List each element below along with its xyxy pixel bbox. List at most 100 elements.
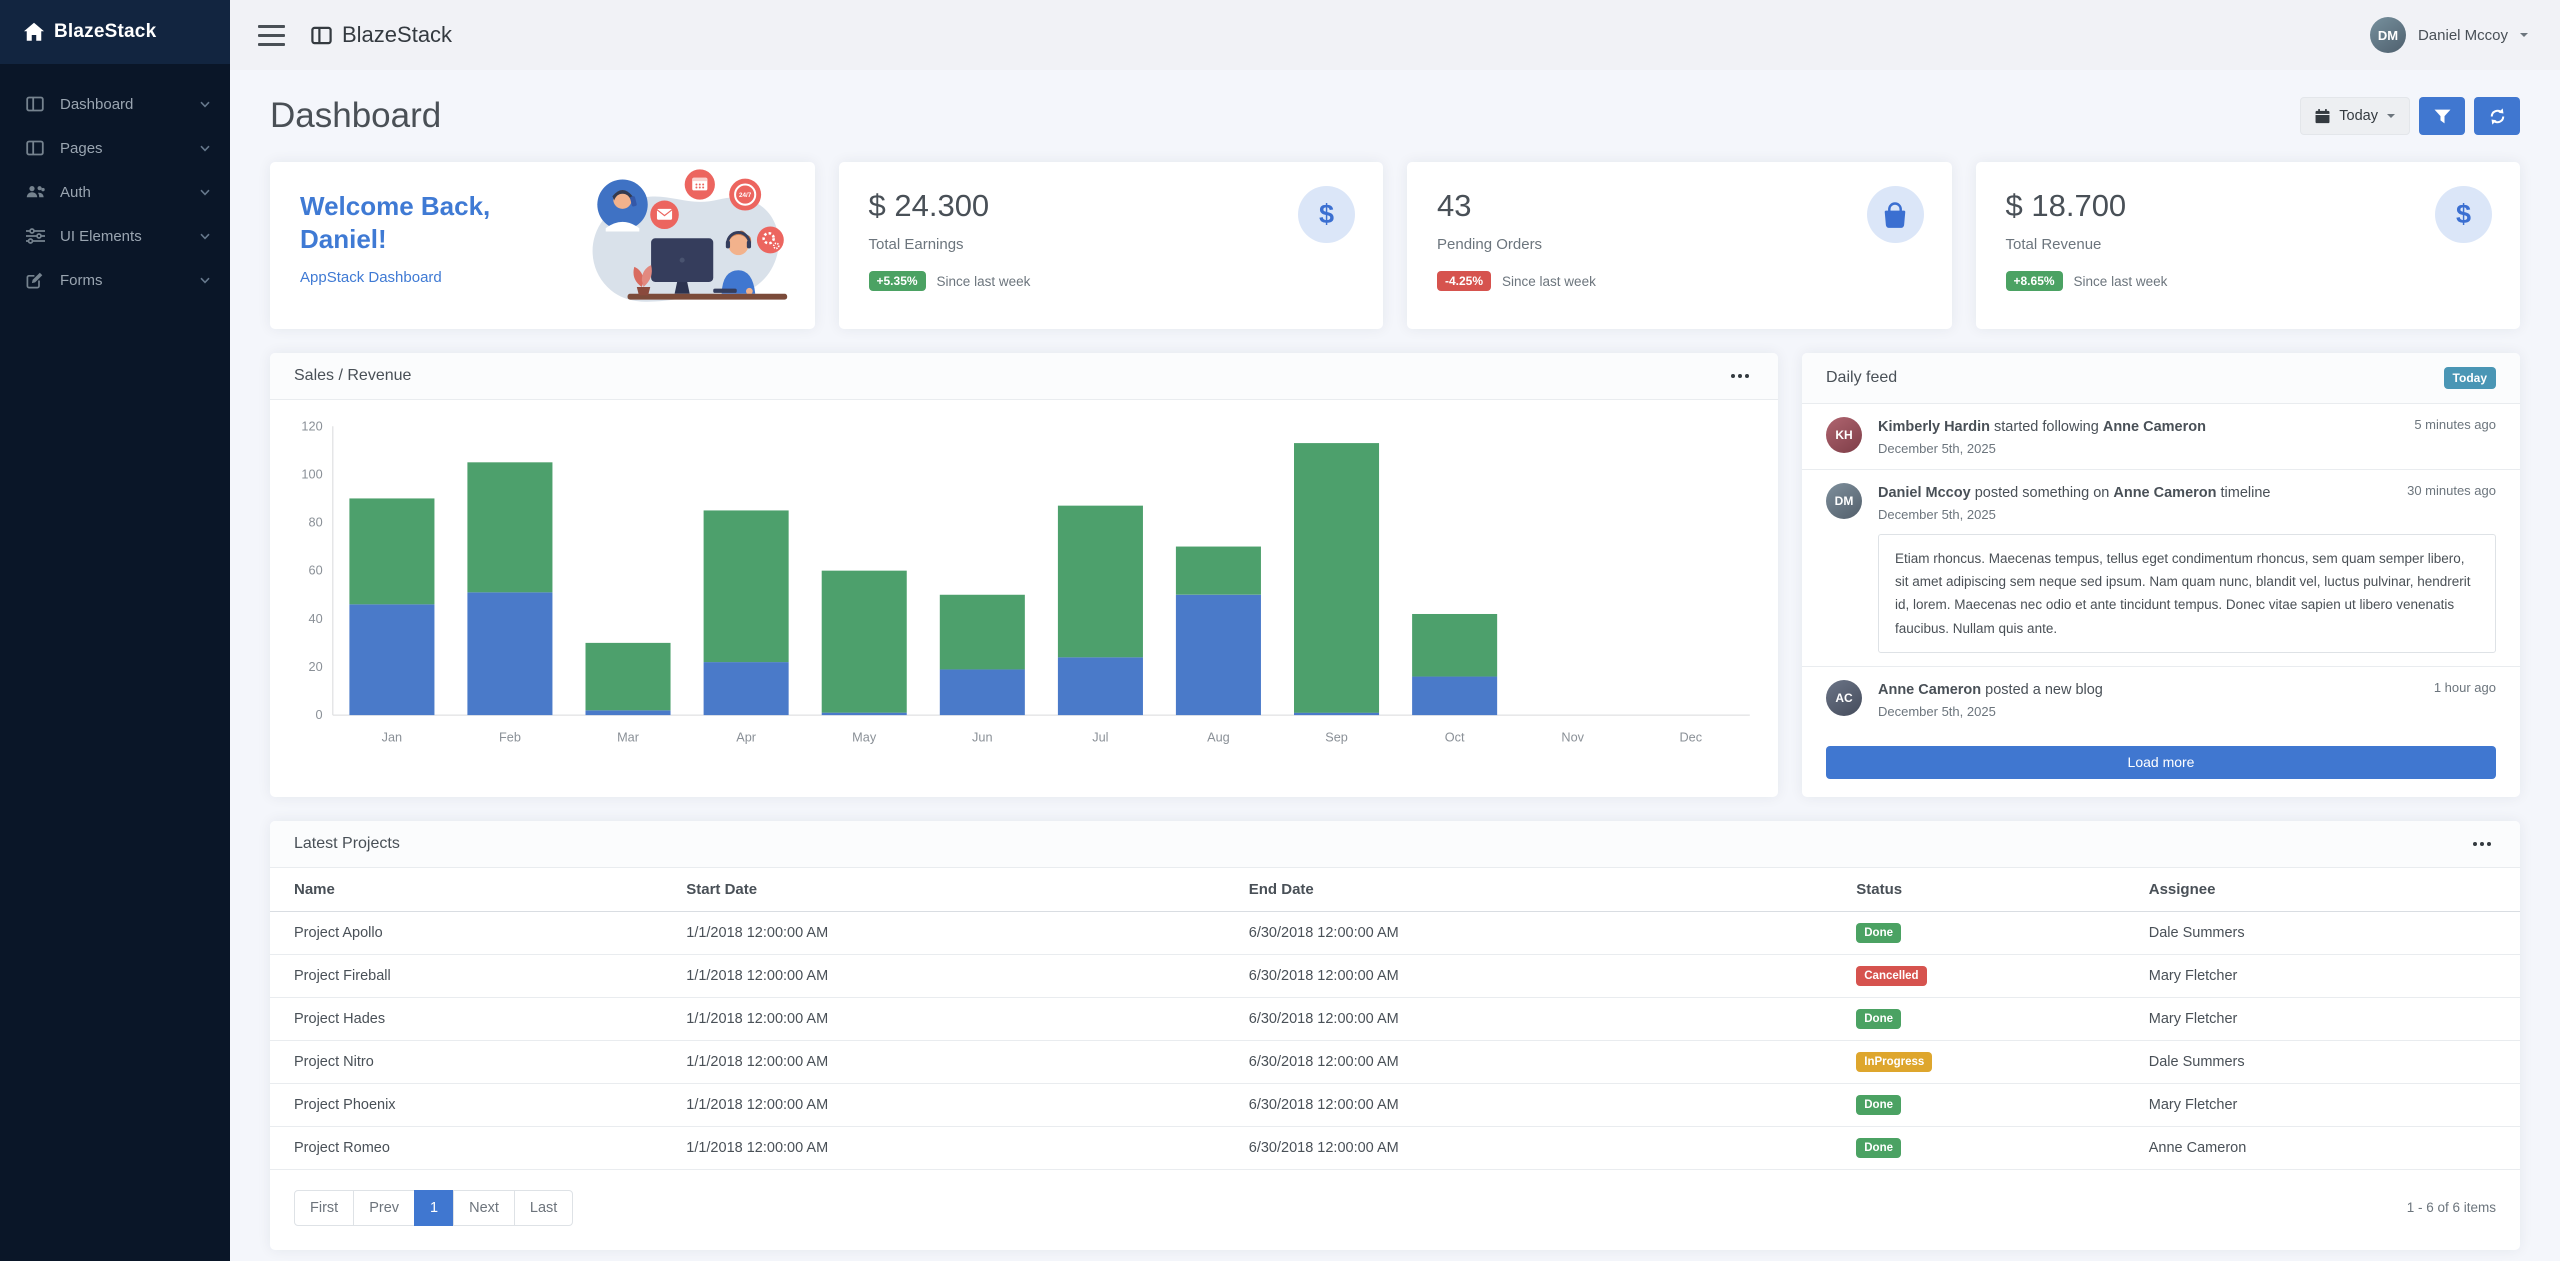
sidebar-item-pages[interactable]: Pages (0, 126, 230, 170)
table-row: Project Phoenix 1/1/2018 12:00:00 AM 6/3… (270, 1083, 2520, 1127)
project-start: 1/1/2018 12:00:00 AM (686, 1126, 1249, 1170)
svg-text:Dec: Dec (1679, 730, 1702, 745)
welcome-card: Welcome Back, Daniel! AppStack Dashboard (270, 162, 815, 329)
sidebar-item-forms[interactable]: Forms (0, 258, 230, 302)
sidebar-item-label: Dashboard (60, 95, 134, 113)
pagination-page-1[interactable]: 1 (414, 1189, 455, 1226)
feed-post-body: Etiam rhoncus. Maecenas tempus, tellus e… (1878, 534, 2496, 653)
status-badge: Cancelled (1856, 965, 1927, 986)
hamburger-menu-icon[interactable] (258, 24, 285, 46)
chevron-down-icon (200, 277, 210, 284)
project-name: Project Fireball (270, 954, 687, 998)
svg-text:May: May (852, 730, 877, 745)
filter-icon (2434, 109, 2450, 123)
project-assignee: Mary Fletcher (2148, 1083, 2520, 1127)
project-end: 6/30/2018 12:00:00 AM (1248, 1126, 1857, 1170)
home-icon (24, 22, 44, 41)
welcome-title: Welcome Back, Daniel! (300, 191, 491, 254)
pagination-first[interactable]: First (294, 1189, 355, 1226)
svg-text:Aug: Aug (1207, 730, 1230, 745)
sidebar: BlazeStack Dashboard Pages Auth UI Eleme… (0, 0, 230, 1261)
columns-icon (311, 26, 332, 44)
project-assignee: Mary Fletcher (2148, 997, 2520, 1041)
status-badge: Done (1856, 1137, 1901, 1158)
projects-table: Name Start Date End Date Status Assignee… (270, 867, 2520, 1170)
refresh-button[interactable] (2474, 97, 2520, 135)
stat-note: Since last week (2073, 273, 2168, 289)
delta-badge: +5.35% (868, 271, 926, 291)
feed-date: December 5th, 2025 (1878, 507, 1996, 522)
chevron-down-icon (200, 145, 210, 152)
project-start: 1/1/2018 12:00:00 AM (686, 911, 1249, 955)
project-start: 1/1/2018 12:00:00 AM (686, 997, 1249, 1041)
date-range-button[interactable]: Today (2300, 97, 2410, 135)
sidebar-item-label: Pages (60, 139, 103, 157)
svg-text:Mar: Mar (617, 730, 640, 745)
sidebar-item-auth[interactable]: Auth (0, 170, 230, 214)
project-name: Project Romeo (270, 1126, 687, 1170)
topbar-brand[interactable]: BlazeStack (311, 22, 452, 48)
feed-target: Anne Cameron (2102, 419, 2206, 435)
page-content: Dashboard Today Welcome Back, (230, 70, 2560, 1261)
chart-title: Sales / Revenue (294, 367, 412, 384)
feed-today-badge: Today (2443, 367, 2496, 389)
stat-label: Total Earnings (868, 236, 964, 253)
pagination-next[interactable]: Next (453, 1189, 515, 1226)
sidebar-brand-label: BlazeStack (54, 21, 157, 42)
card-menu-button[interactable] (2468, 837, 2496, 851)
pagination-prev[interactable]: Prev (353, 1189, 416, 1226)
stat-card-total-revenue: $ 18.700 Total Revenue +8.65% Since last… (1975, 162, 2520, 329)
stat-note: Since last week (936, 273, 1031, 289)
sliders-icon (26, 226, 46, 246)
svg-text:0: 0 (316, 707, 323, 722)
avatar: AC (1826, 679, 1862, 716)
svg-text:20: 20 (309, 659, 323, 674)
project-start: 1/1/2018 12:00:00 AM (686, 954, 1249, 998)
feed-actor: Daniel Mccoy (1878, 485, 1971, 501)
project-assignee: Dale Summers (2148, 1040, 2520, 1084)
stat-card-total-earnings: $ 24.300 Total Earnings +5.35% Since las… (838, 162, 1383, 329)
pagination-last[interactable]: Last (513, 1189, 574, 1226)
filter-button[interactable] (2419, 97, 2465, 135)
topbar-brand-label: BlazeStack (342, 22, 453, 47)
column-header: Start Date (686, 867, 1249, 912)
topbar: BlazeStack DM Daniel Mccoy (230, 0, 2560, 70)
feed-item: KH Kimberly Hardin started following Ann… (1802, 404, 2520, 469)
user-menu[interactable]: DM Daniel Mccoy (2369, 17, 2528, 53)
stat-label: Total Revenue (2005, 236, 2102, 253)
calendar-icon (2315, 108, 2330, 123)
columns-icon (26, 138, 46, 158)
status-badge: Done (1856, 1008, 1901, 1029)
sidebar-item-ui-elements[interactable]: UI Elements (0, 214, 230, 258)
users-icon (26, 182, 46, 202)
svg-text:100: 100 (301, 466, 322, 481)
feed-target: Anne Cameron (2113, 485, 2217, 501)
project-end: 6/30/2018 12:00:00 AM (1248, 911, 1857, 955)
main-area: BlazeStack DM Daniel Mccoy Dashboard Tod… (230, 0, 2560, 1261)
card-menu-button[interactable] (1726, 369, 1754, 383)
date-range-label: Today (2339, 108, 2378, 124)
sidebar-brand[interactable]: BlazeStack (0, 0, 230, 64)
load-more-button[interactable]: Load more (1826, 745, 2496, 779)
page-title: Dashboard (270, 96, 442, 135)
sidebar-item-dashboard[interactable]: Dashboard (0, 82, 230, 126)
dollar-icon: $ (2435, 186, 2492, 243)
svg-text:Apr: Apr (736, 730, 757, 745)
chevron-down-icon (200, 233, 210, 240)
feed-time: 1 hour ago (2433, 679, 2496, 695)
svg-text:40: 40 (309, 611, 323, 626)
appstack-dashboard-link[interactable]: AppStack Dashboard (300, 269, 442, 286)
project-end: 6/30/2018 12:00:00 AM (1248, 954, 1857, 998)
chevron-down-icon (200, 101, 210, 108)
caret-down-icon (2520, 33, 2528, 37)
pagination-summary: 1 - 6 of 6 items (2406, 1200, 2496, 1216)
delta-badge: +8.65% (2005, 271, 2063, 291)
project-end: 6/30/2018 12:00:00 AM (1248, 997, 1857, 1041)
feed-item: DM Daniel Mccoy posted something on Anne… (1802, 469, 2520, 666)
ellipsis-icon (2473, 841, 2491, 846)
page-header: Dashboard Today (270, 96, 2520, 136)
column-header: Assignee (2148, 867, 2520, 912)
sidebar-item-label: Auth (60, 183, 91, 201)
stat-cards-row: Welcome Back, Daniel! AppStack Dashboard (270, 162, 2520, 329)
svg-text:Feb: Feb (499, 730, 521, 745)
